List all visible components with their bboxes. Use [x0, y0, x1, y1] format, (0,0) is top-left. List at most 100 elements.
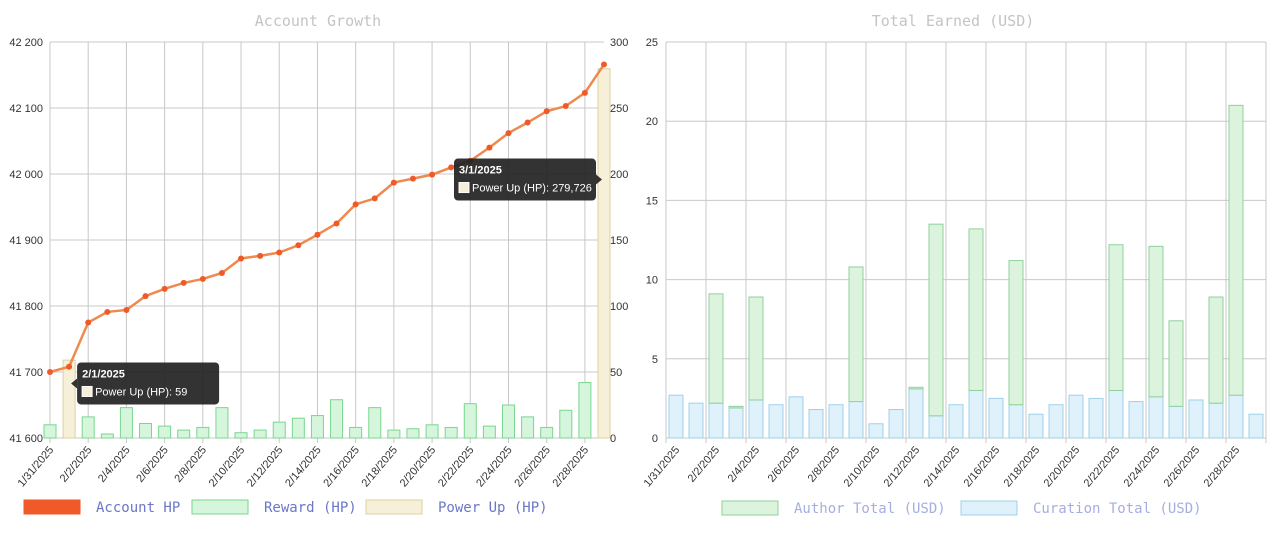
x-tick-label: 2/16/2025 [321, 444, 362, 489]
author-total-usd-bar [1228, 104, 1244, 396]
tooltip-swatch [458, 182, 470, 194]
total-earned-grid [665, 41, 1267, 443]
account-hp-point [104, 308, 111, 315]
power-up-hp-legend-label: Power Up (HP) [438, 500, 548, 516]
y-left-tick-label: 41 700 [9, 367, 43, 379]
curation-total-usd-bar [1208, 402, 1224, 439]
y-tick-label: 20 [646, 116, 658, 128]
reward-hp-bar [540, 426, 554, 439]
account-growth-bars [43, 68, 611, 439]
x-tick-label: 2/18/2025 [360, 444, 401, 489]
y-left-tick-label: 41 900 [9, 235, 43, 247]
account-growth-grid [49, 41, 604, 443]
y-tick-label: 10 [646, 275, 658, 287]
x-tick-label: 2/2/2025 [58, 444, 95, 485]
author-total-usd-bar [1148, 245, 1164, 398]
reward-hp-legend-swatch [191, 499, 249, 515]
author-total-usd-legend-label: Author Total (USD) [794, 501, 946, 517]
curation-total-usd-bar [768, 404, 784, 439]
y-tick-label: 5 [652, 354, 658, 366]
account-hp-point [505, 130, 512, 137]
account-growth-chart: Account Growth 41 600 41 700 41 800 41 900 4… [9, 12, 628, 516]
curation-total-usd-bar [1128, 401, 1144, 439]
account-hp-point [581, 89, 588, 96]
x-tick-label: 2/8/2025 [172, 444, 209, 485]
x-tick-label: 2/2/2025 [686, 444, 723, 485]
account-hp-point [333, 220, 340, 227]
curation-total-usd-bar [1088, 397, 1104, 439]
x-tick-label: 2/26/2025 [1162, 444, 1203, 489]
author-total-usd-bar [928, 223, 944, 417]
curation-total-usd-bar [968, 389, 984, 439]
account-hp-point [543, 108, 550, 115]
y-left-tick-label: 41 800 [9, 301, 43, 313]
power-up-hp-bar [62, 359, 76, 439]
curation-total-usd-bar [1008, 404, 1024, 439]
account-hp-point [66, 363, 73, 370]
reward-hp-bar [253, 429, 267, 439]
y-tick-label: 0 [652, 433, 658, 445]
curation-total-usd-bar [1168, 405, 1184, 439]
tooltip-box [454, 158, 596, 201]
author-total-usd-bar [728, 405, 744, 409]
x-tick-label: 1/31/2025 [642, 444, 683, 489]
x-tick-label: 2/20/2025 [1042, 444, 1083, 489]
x-tick-label: 2/28/2025 [1202, 444, 1243, 489]
account-hp-legend-swatch [23, 499, 81, 515]
curation-total-usd-bar [1148, 396, 1164, 439]
curation-total-usd-bar [728, 407, 744, 439]
curation-total-usd-bar [948, 404, 964, 439]
reward-hp-bar [139, 422, 153, 439]
tooltip-caret [71, 378, 78, 389]
y-right-tick-label: 50 [610, 367, 622, 379]
curation-total-usd-bar [828, 404, 844, 439]
account-growth-legend: Account HP Reward (HP) Power Up (HP) [23, 499, 548, 516]
reward-hp-bar [349, 426, 363, 439]
tooltip: 3/1/2025 Power Up (HP): 279,726 [454, 158, 602, 201]
x-tick-label: 2/10/2025 [842, 444, 883, 489]
y-right-tick-label: 100 [610, 301, 628, 313]
reward-hp-bar [234, 432, 248, 439]
curation-total-usd-bar [1108, 389, 1124, 439]
x-tick-label: 2/26/2025 [512, 444, 553, 489]
x-tick-label: 2/4/2025 [96, 444, 133, 485]
reward-hp-bar [482, 425, 496, 439]
author-total-usd-bar [968, 228, 984, 391]
account-growth-line [47, 61, 607, 375]
curation-total-usd-bar [1228, 394, 1244, 439]
tooltip-title: 3/1/2025 [459, 165, 502, 177]
total-earned-legend: Author Total (USD) Curation Total (USD) [721, 500, 1202, 517]
account-hp-point [142, 293, 149, 300]
curation-total-usd-bar [1068, 394, 1084, 439]
curation-total-usd-bar [668, 394, 684, 439]
y-left-tick-label: 42 100 [9, 103, 43, 115]
account-hp-point [85, 319, 92, 326]
account-hp-legend-label: Account HP [96, 500, 180, 516]
author-total-usd-bar [908, 386, 924, 390]
reward-hp-legend-label: Reward (HP) [264, 500, 357, 516]
author-total-usd-bar [848, 266, 864, 403]
reward-hp-bar [444, 426, 458, 439]
reward-hp-bar [425, 424, 439, 439]
account-hp-point [371, 195, 378, 202]
tooltip-title: 2/1/2025 [82, 368, 125, 380]
account-hp-point [218, 270, 225, 276]
account-hp-point [352, 201, 359, 208]
account-hp-point [276, 249, 283, 256]
account-hp-point [180, 279, 187, 286]
reward-hp-bar [368, 407, 382, 439]
curation-total-usd-bar [908, 388, 924, 439]
account-hp-point [601, 61, 607, 68]
x-tick-label: 2/10/2025 [207, 444, 248, 489]
reward-hp-bar [387, 429, 401, 439]
reward-hp-bar [100, 433, 114, 439]
account-growth-tooltips: 2/1/2025 Power Up (HP): 59 3/1/2025 Power U… [71, 158, 602, 405]
y-tick-label: 25 [646, 37, 658, 49]
reward-hp-bar [578, 382, 592, 439]
author-total-usd-bar [748, 296, 764, 401]
x-tick-label: 2/20/2025 [398, 444, 439, 489]
reward-hp-bar [215, 407, 229, 439]
x-tick-label: 2/22/2025 [436, 444, 477, 489]
reward-hp-bar [119, 407, 133, 439]
